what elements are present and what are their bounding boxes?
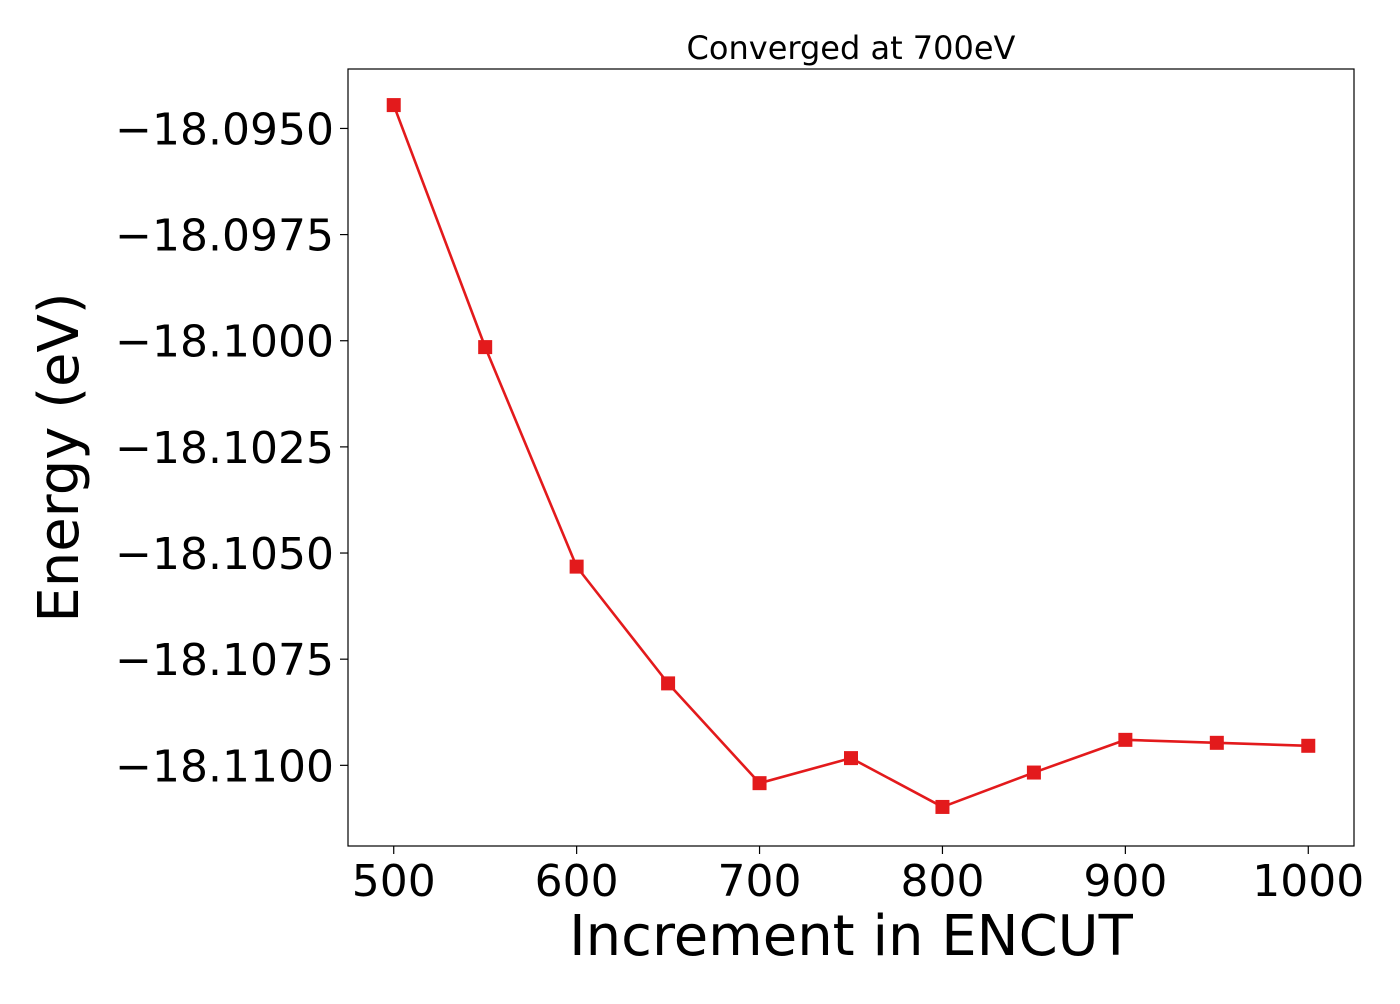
x-tick-label: 800 <box>900 856 984 907</box>
data-point-marker <box>935 799 950 814</box>
data-point-marker <box>844 751 858 766</box>
y-tick-label: −18.1100 <box>115 741 334 792</box>
data-point-marker <box>1118 732 1133 747</box>
data-point-marker <box>1301 738 1316 753</box>
chart-title: Converged at 700eV <box>687 29 1016 67</box>
data-point-marker <box>1209 735 1224 750</box>
data-point-marker <box>569 559 584 574</box>
x-tick-label: 500 <box>352 856 436 907</box>
data-point-marker <box>1026 765 1041 780</box>
y-tick-label: −18.1050 <box>115 529 334 580</box>
x-tick-label: 700 <box>718 856 802 907</box>
x-tick-label: 900 <box>1083 856 1167 907</box>
y-axis-label: Energy (eV) <box>27 292 92 622</box>
x-tick-label: 1000 <box>1252 856 1364 907</box>
plot-frame <box>347 68 1355 847</box>
y-tick-label: −18.1075 <box>115 635 334 686</box>
data-point-marker <box>386 98 401 113</box>
x-tick-label: 600 <box>535 856 619 907</box>
y-tick-label: −18.1025 <box>115 423 334 474</box>
data-point-marker <box>661 676 676 691</box>
data-point-marker <box>478 340 493 355</box>
y-tick-label: −18.0950 <box>115 104 334 155</box>
y-tick-label: −18.0975 <box>115 211 334 262</box>
y-tick-label: −18.1000 <box>115 317 334 368</box>
data-point-marker <box>752 776 767 791</box>
x-axis-label: Increment in ENCUT <box>569 904 1134 969</box>
plot-area: 500 600 700 800 900 1000 −18.0950 −18.0975 −18.1… <box>115 68 1364 907</box>
